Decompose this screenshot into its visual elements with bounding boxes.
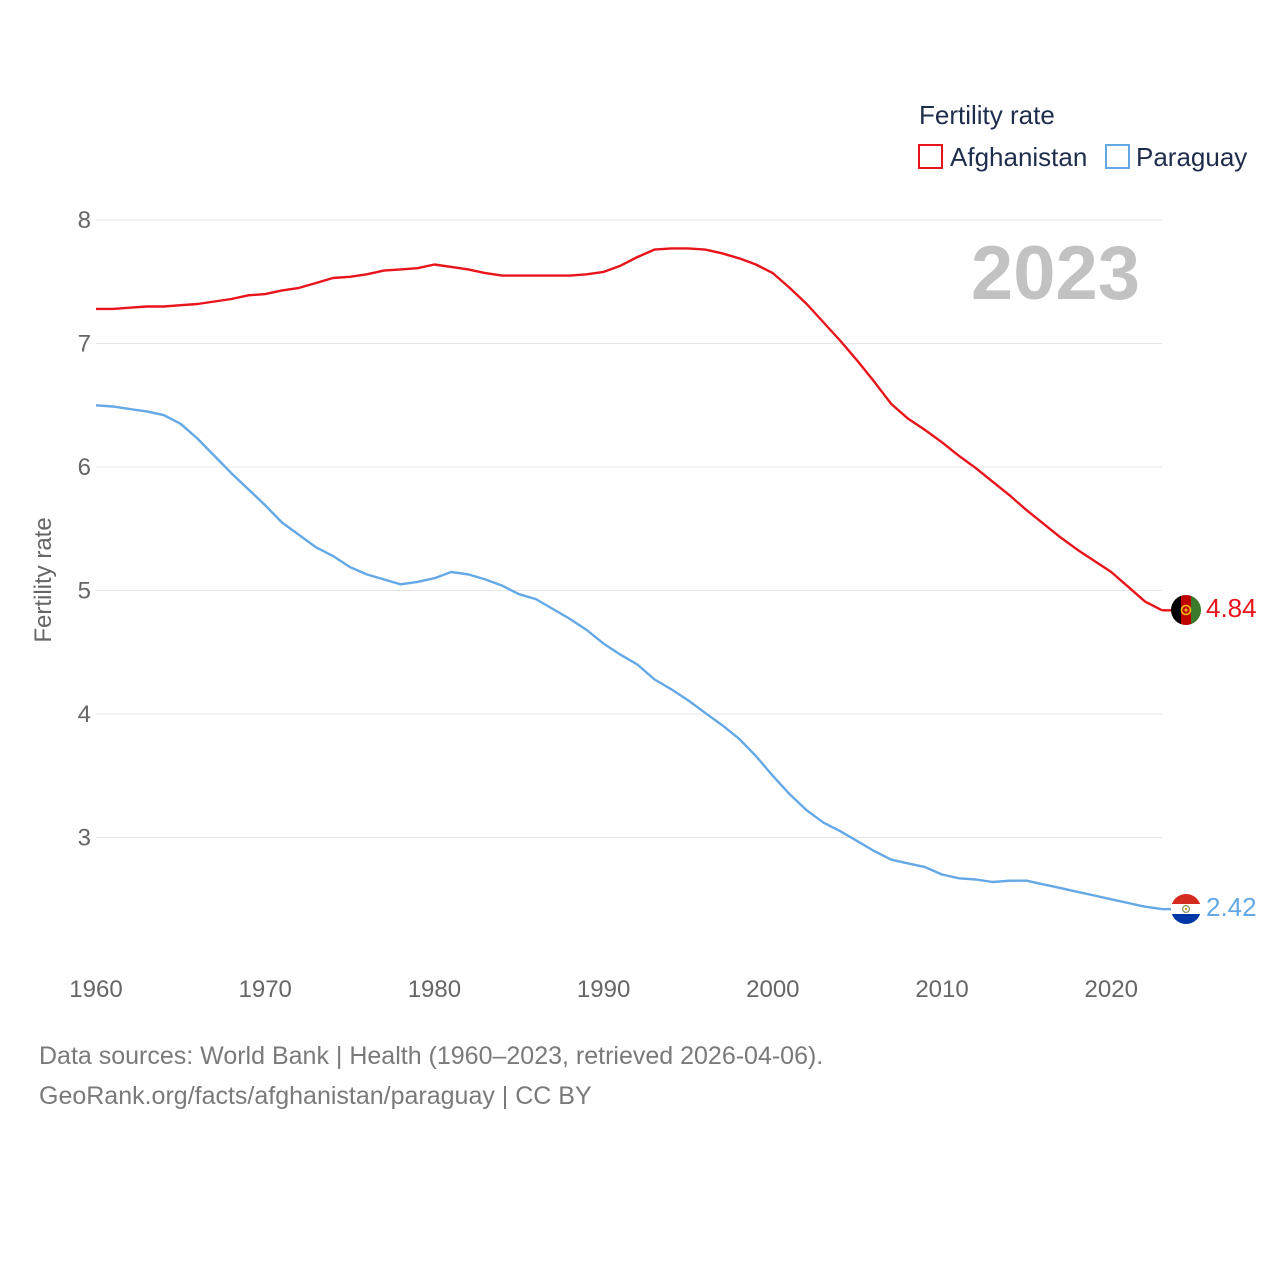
paraguay-flag: [1171, 894, 1201, 924]
x-tick-label: 2020: [1085, 976, 1138, 1003]
paraguay-series-line[interactable]: [95, 404, 1163, 911]
fertility-rate-chart: 3 4 5 6 7 8 1960 1970 1980 1990 2000 2010 2020 2023…: [30, 100, 1257, 1003]
y-tick-label: 8: [78, 207, 91, 234]
year-stamp: 2023: [971, 231, 1140, 316]
x-tick-label: 2010: [915, 976, 968, 1003]
legend-item-afghanistan[interactable]: Afghanistan: [918, 142, 1087, 172]
paraguay-end-value: 2.42: [1206, 892, 1257, 922]
afghanistan-series-line[interactable]: [96, 247, 1163, 612]
legend-title: Fertility rate: [919, 100, 1055, 130]
attribution-footer: GeoRank.org/facts/afghanistan/paraguay |…: [39, 1082, 592, 1110]
x-tick-label: 1990: [577, 976, 630, 1003]
afghanistan-end-value: 4.84: [1206, 593, 1257, 623]
y-tick-label: 3: [78, 825, 91, 852]
legend-swatch-paraguay: [1105, 144, 1130, 169]
y-tick-label: 7: [78, 331, 91, 358]
x-tick-label: 1960: [69, 976, 122, 1003]
y-tick-label: 4: [78, 701, 91, 728]
y-axis-ticks: 3 4 5 6 7 8: [78, 207, 91, 852]
y-tick-label: 5: [78, 578, 91, 605]
data-source-footer: Data sources: World Bank | Health (1960–…: [39, 1042, 824, 1070]
grid: [96, 219, 1162, 838]
y-tick-label: 6: [78, 454, 91, 481]
x-tick-label: 1980: [408, 976, 461, 1003]
x-axis-ticks: 1960 1970 1980 1990 2000 2010 2020: [69, 976, 1138, 1003]
y-axis-label: Fertility rate: [30, 517, 57, 642]
legend: Fertility rate Afghanistan Paraguay: [918, 100, 1247, 172]
legend-label-afghanistan: Afghanistan: [950, 142, 1087, 172]
legend-swatch-afghanistan: [918, 144, 943, 169]
afghanistan-flag: [1171, 595, 1201, 625]
legend-label-paraguay: Paraguay: [1136, 142, 1247, 172]
x-tick-label: 2000: [746, 976, 799, 1003]
x-tick-label: 1970: [239, 976, 292, 1003]
legend-item-paraguay[interactable]: Paraguay: [1105, 142, 1247, 172]
